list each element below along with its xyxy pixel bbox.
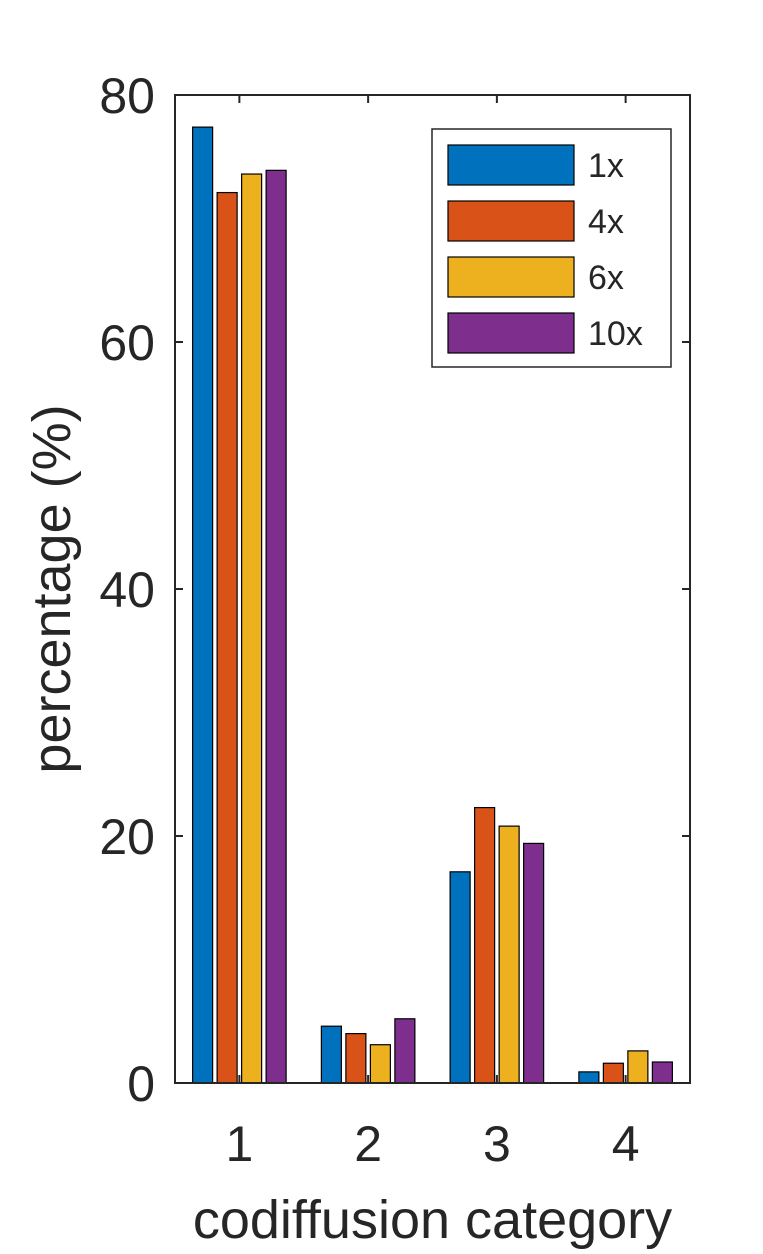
y-tick-label: 0 xyxy=(127,1056,155,1112)
x-axis-title: codiffusion category xyxy=(193,1190,672,1250)
legend-label-1: 1x xyxy=(588,147,624,185)
bar-series-4-category-4 xyxy=(651,1061,673,1084)
bar-series-1-category-3 xyxy=(449,871,471,1084)
bar-series-1-category-1 xyxy=(192,126,214,1084)
legend-swatch-3 xyxy=(447,256,575,298)
bar-series-2-category-1 xyxy=(216,191,238,1084)
bar-series-2-category-4 xyxy=(602,1062,624,1084)
x-tick-label: 2 xyxy=(354,1116,382,1172)
legend-label-2: 4x xyxy=(588,203,624,241)
legend-swatch-1 xyxy=(447,144,575,186)
bar-series-4-category-2 xyxy=(394,1018,416,1084)
bar-series-2-category-3 xyxy=(474,806,496,1084)
legend-swatch-4 xyxy=(447,312,575,354)
x-tick-label: 4 xyxy=(612,1116,640,1172)
bar-series-1-category-2 xyxy=(320,1025,342,1084)
bar-series-4-category-1 xyxy=(265,169,287,1084)
legend-label-4: 10x xyxy=(588,315,643,353)
bars-layer xyxy=(192,126,673,1084)
legend-label-3: 6x xyxy=(588,259,624,297)
legend-swatch-2 xyxy=(447,200,575,242)
bar-series-3-category-1 xyxy=(241,173,263,1084)
bar-series-4-category-3 xyxy=(523,842,545,1084)
y-tick-label: 60 xyxy=(99,315,155,371)
y-tick-label: 20 xyxy=(99,809,155,865)
y-tick-label: 40 xyxy=(99,562,155,618)
y-axis-title: percentage (%) xyxy=(22,404,82,773)
bar-series-3-category-4 xyxy=(627,1050,649,1084)
bar-series-3-category-3 xyxy=(498,825,520,1084)
bar-series-1-category-4 xyxy=(578,1071,600,1084)
y-tick-label: 80 xyxy=(99,68,155,124)
legend: 1x 4x 6x 10x xyxy=(431,128,672,368)
bar-series-3-category-2 xyxy=(369,1044,391,1084)
x-tick-label: 1 xyxy=(225,1116,253,1172)
bar-series-2-category-2 xyxy=(345,1032,367,1084)
x-tick-label: 3 xyxy=(483,1116,511,1172)
ticks-layer xyxy=(175,94,690,1084)
